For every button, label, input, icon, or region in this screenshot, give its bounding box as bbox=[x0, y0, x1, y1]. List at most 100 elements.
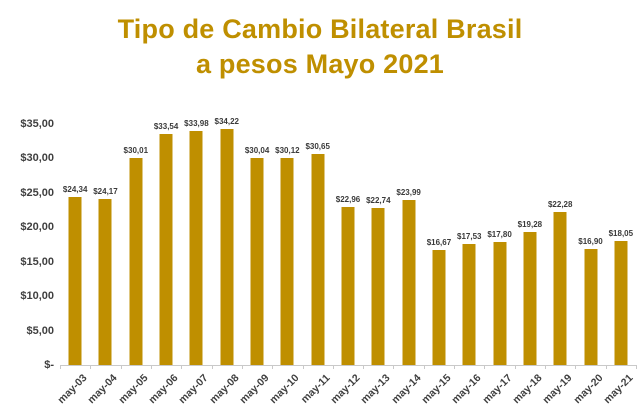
chart-title-line-2: a pesos Mayo 2021 bbox=[195, 48, 445, 79]
x-axis-label-may-11: may-11 bbox=[298, 372, 333, 406]
x-axis-tick bbox=[90, 365, 92, 369]
x-axis-label-may-08: may-08 bbox=[207, 372, 242, 407]
x-axis-tick bbox=[484, 365, 486, 369]
chart-title: Tipo de Cambio Bilateral Brasil a pesos … bbox=[0, 12, 640, 81]
bar-value-label: $24,34 bbox=[62, 185, 88, 195]
bar-may-05 bbox=[129, 158, 143, 365]
bar-may-09 bbox=[250, 158, 264, 365]
bar-value-label: $30,04 bbox=[244, 146, 270, 156]
y-tick-label: $20,00 bbox=[20, 221, 54, 234]
bar-may-10 bbox=[280, 157, 294, 365]
bar-value-label: $16,90 bbox=[578, 236, 603, 246]
y-tick-label: $25,00 bbox=[20, 186, 54, 199]
x-axis-tick bbox=[363, 365, 365, 369]
bar-may-04 bbox=[98, 198, 112, 365]
x-axis-tick bbox=[150, 365, 152, 369]
x-axis-label-may-15: may-15 bbox=[419, 372, 454, 407]
bar-value-label: $30,01 bbox=[123, 146, 149, 156]
x-axis-label-may-09: may-09 bbox=[237, 372, 272, 407]
x-axis-label-may-20: may-20 bbox=[570, 372, 606, 407]
bar-slot-may-06: $33,54 bbox=[151, 122, 181, 365]
bar-value-label: $16,67 bbox=[426, 238, 452, 248]
bar-may-18 bbox=[523, 232, 537, 365]
bar-value-label: $24,17 bbox=[93, 186, 118, 196]
bar-slot-may-17: $17,80 bbox=[484, 124, 514, 365]
x-axis-tick bbox=[605, 365, 607, 369]
x-axis-tick bbox=[454, 365, 456, 369]
bar-value-label: $33,54 bbox=[153, 122, 179, 132]
bar-may-20 bbox=[584, 248, 598, 365]
bar-slot-may-12: $22,96 bbox=[333, 124, 363, 365]
bar-may-07 bbox=[189, 131, 203, 365]
x-axis-label-may-10: may-10 bbox=[267, 372, 302, 407]
x-axis-label-may-05: may-05 bbox=[116, 372, 151, 407]
x-axis-label-may-21: may-21 bbox=[601, 372, 636, 407]
x-axis-label-may-03: may-03 bbox=[55, 372, 90, 407]
bar-may-21 bbox=[614, 240, 628, 365]
x-axis-label-may-12: may-12 bbox=[328, 372, 363, 407]
bar-value-label: $23,99 bbox=[396, 187, 421, 197]
bar-slot-may-09: $30,04 bbox=[242, 124, 272, 365]
x-axis-label-may-16: may-16 bbox=[449, 372, 484, 407]
bar-slot-may-21: $18,05 bbox=[606, 124, 636, 365]
y-tick-label: $5,00 bbox=[26, 324, 54, 337]
x-axis-label-may-06: may-06 bbox=[146, 372, 181, 407]
bar-may-15 bbox=[432, 250, 446, 365]
bar-slot-may-07: $33,98 bbox=[181, 119, 211, 365]
y-tick-label: $30,00 bbox=[20, 152, 54, 165]
x-axis-tick bbox=[423, 365, 425, 369]
x-axis-tick bbox=[60, 365, 61, 369]
bar-value-label: $34,22 bbox=[214, 117, 239, 127]
chart-title-line-1: Tipo de Cambio Bilateral Brasil bbox=[117, 14, 523, 44]
x-axis-label-may-13: may-13 bbox=[358, 372, 393, 407]
bar-slot-may-14: $23,99 bbox=[393, 124, 423, 365]
x-axis-tick bbox=[393, 365, 395, 369]
x-axis-tick bbox=[211, 365, 213, 369]
x-axis-label-may-07: may-07 bbox=[176, 372, 211, 407]
bar-slot-may-19: $22,28 bbox=[545, 124, 575, 365]
x-axis-tick bbox=[575, 365, 577, 369]
x-axis-tick bbox=[181, 365, 183, 369]
x-axis-label-may-04: may-04 bbox=[85, 372, 120, 407]
bar-value-label: $17,53 bbox=[457, 232, 482, 242]
bar-value-label: $33,98 bbox=[184, 119, 209, 129]
bar-slot-may-08: $34,22 bbox=[212, 117, 242, 365]
x-axis-tick bbox=[545, 365, 547, 369]
bar-slot-may-13: $22,74 bbox=[363, 124, 393, 365]
bar-may-19 bbox=[553, 211, 567, 365]
bar-value-label: $30,65 bbox=[305, 141, 330, 151]
bar-value-label: $22,28 bbox=[547, 199, 573, 209]
bar-may-03 bbox=[68, 197, 82, 365]
plot-area: $24,34 $24,17 $30,01 $33,54 $33,98 $34,22 $30,… bbox=[60, 117, 636, 366]
x-axis-label-may-14: may-14 bbox=[389, 372, 424, 407]
bar-value-label: $17,80 bbox=[487, 230, 512, 240]
bar-value-label: $18,05 bbox=[608, 228, 634, 238]
bar-may-13 bbox=[371, 208, 385, 365]
y-axis: $35,00 $30,00 $25,00 $20,00 $15,00 $10,00 $5,0… bbox=[6, 0, 54, 420]
bar-may-08 bbox=[220, 129, 234, 365]
x-axis-tick bbox=[241, 365, 243, 369]
bar-may-12 bbox=[341, 206, 355, 365]
x-axis-label-may-19: may-19 bbox=[540, 372, 575, 407]
y-tick-label: $15,00 bbox=[20, 255, 54, 268]
x-axis-tick bbox=[514, 365, 516, 369]
y-tick-label: $- bbox=[44, 359, 54, 371]
x-axis-tick bbox=[120, 365, 122, 369]
bar-value-label: $22,74 bbox=[366, 196, 391, 206]
bar-may-16 bbox=[462, 244, 476, 365]
bar-slot-may-04: $24,17 bbox=[90, 124, 120, 365]
bar-slot-may-10: $30,12 bbox=[272, 124, 302, 365]
y-tick-label: $10,00 bbox=[20, 290, 54, 303]
bar-slot-may-16: $17,53 bbox=[454, 124, 484, 365]
bar-may-06 bbox=[159, 134, 173, 365]
y-tick-label: $35,00 bbox=[20, 118, 54, 130]
bar-slot-may-18: $19,28 bbox=[515, 124, 545, 365]
bar-value-label: $30,12 bbox=[275, 145, 300, 155]
x-axis-label-may-17: may-17 bbox=[479, 372, 515, 407]
x-axis-tick bbox=[332, 365, 334, 369]
x-axis-tick bbox=[302, 365, 304, 369]
bar-value-label: $19,28 bbox=[517, 220, 543, 230]
bar-slot-may-11: $30,65 bbox=[303, 124, 333, 365]
x-axis-tick bbox=[636, 365, 637, 369]
bar-slot-may-15: $16,67 bbox=[424, 124, 454, 365]
